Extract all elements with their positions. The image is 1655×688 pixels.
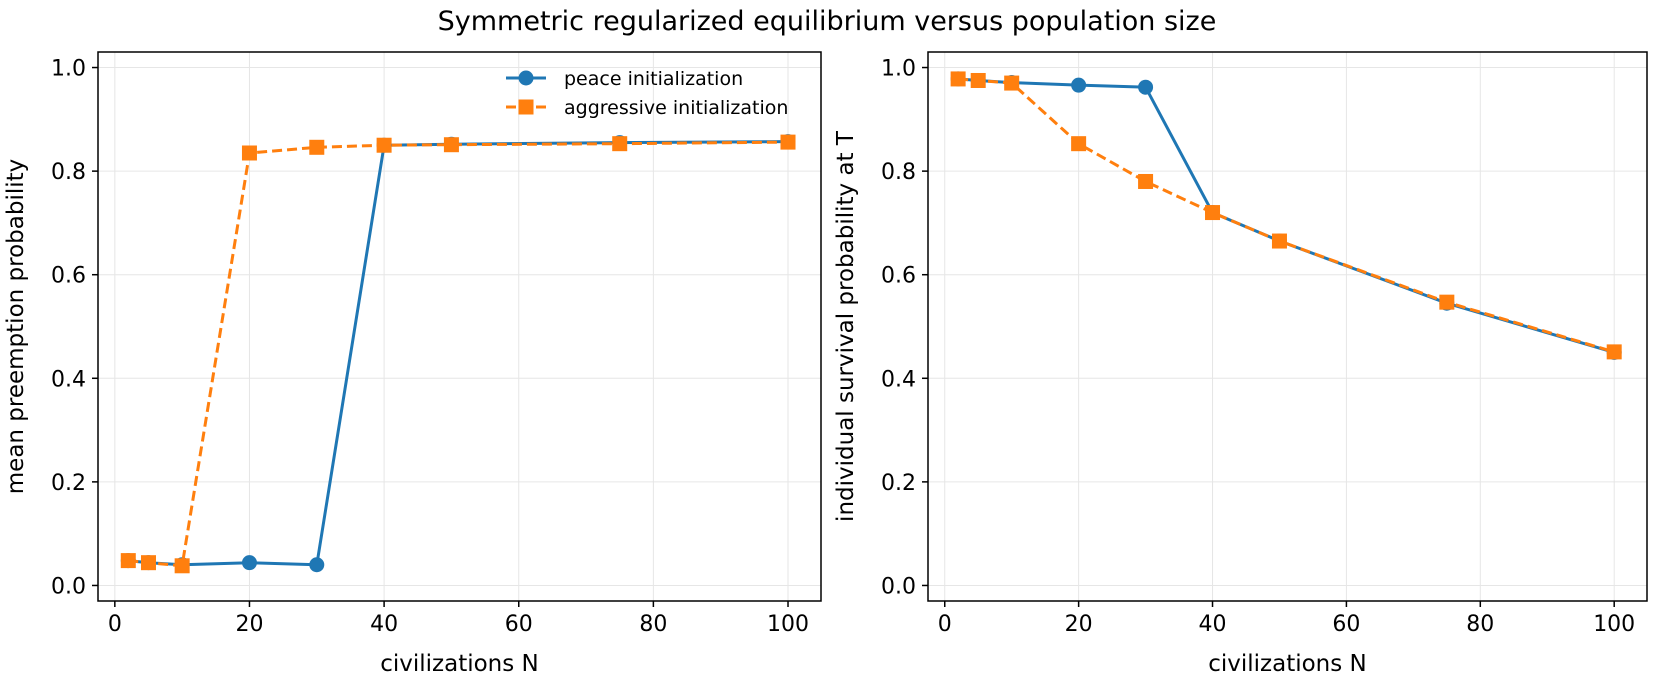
point-aggressive-initialization [241,145,257,161]
y-axis-label: individual survival probability at T [833,130,859,522]
right-panel-survival: 0 20 40 60 80 100 0.0 0.2 0.4 0.6 0.8 1.0 civilizati… [833,51,1648,677]
point-peace-initialization [241,555,257,571]
x-tick-label: 20 [1065,612,1093,637]
point-aggressive-initialization [1138,173,1154,189]
y-tick-label: 0.4 [881,367,916,392]
series-line-aggressive-initialization [128,140,789,568]
point-peace-initialization [1138,79,1154,95]
point-aggressive-initialization [140,555,156,571]
x-tick-label: 100 [1593,612,1635,637]
point-aggressive-initialization [780,134,796,150]
legend-label-aggressive-initialization: aggressive initialization [564,97,788,119]
point-aggressive-initialization [950,71,966,87]
y-tick-label: 0.2 [881,471,916,496]
y-tick-label: 0.2 [51,471,86,496]
point-peace-initialization [1071,77,1087,93]
y-tick-label: 0.8 [51,160,86,185]
x-tick-label: 40 [370,612,398,637]
y-tick-label: 0.4 [51,367,86,392]
legend-marker [518,99,534,115]
y-tick-label: 0.6 [51,264,86,289]
x-tick-label: 20 [235,612,263,637]
point-aggressive-initialization [1071,136,1087,152]
legend: peace initialization aggressive initializ… [506,68,788,119]
series-line-peace-initialization [128,140,789,567]
y-tick-label: 1.0 [881,57,916,82]
point-aggressive-initialization [612,136,628,152]
left-panel-preemption: 0 20 40 60 80 100 0.0 0.2 0.4 0.6 0.8 1.0 civilizati… [3,51,822,677]
legend-marker [518,70,534,86]
point-aggressive-initialization [1004,75,1020,91]
x-tick-label: 0 [938,612,952,637]
figure-title: Symmetric regularized equilibrium versus… [438,6,1217,37]
point-aggressive-initialization [443,137,459,153]
y-tick-label: 0.6 [881,264,916,289]
axes-frame [927,51,1648,602]
y-tick-label: 0.0 [51,574,86,599]
x-tick-label: 40 [1199,612,1227,637]
x-tick-label: 60 [505,612,533,637]
point-aggressive-initialization [1205,205,1221,221]
point-peace-initialization [309,557,325,573]
point-aggressive-initialization [970,72,986,88]
point-aggressive-initialization [1271,233,1287,249]
point-aggressive-initialization [1439,294,1455,310]
axes-frame [97,51,822,602]
y-tick-label: 0.8 [881,160,916,185]
point-aggressive-initialization [376,137,392,153]
point-aggressive-initialization [309,139,325,155]
y-tick-label: 1.0 [51,57,86,82]
x-tick-label: 80 [639,612,667,637]
series-line-aggressive-initialization [957,77,1615,354]
legend-label-peace-initialization: peace initialization [564,68,743,90]
x-axis-label: civilizations N [380,651,539,677]
y-axis-label: mean preemption probability [3,159,29,494]
y-tick-label: 0.0 [881,574,916,599]
x-tick-label: 100 [767,612,809,637]
series-line-peace-initialization [957,77,1615,354]
point-aggressive-initialization [120,553,136,569]
point-aggressive-initialization [1606,344,1622,360]
point-aggressive-initialization [174,558,190,574]
x-tick-label: 60 [1332,612,1360,637]
x-tick-label: 0 [108,612,122,637]
x-axis-label: civilizations N [1208,651,1367,677]
x-tick-label: 80 [1466,612,1494,637]
